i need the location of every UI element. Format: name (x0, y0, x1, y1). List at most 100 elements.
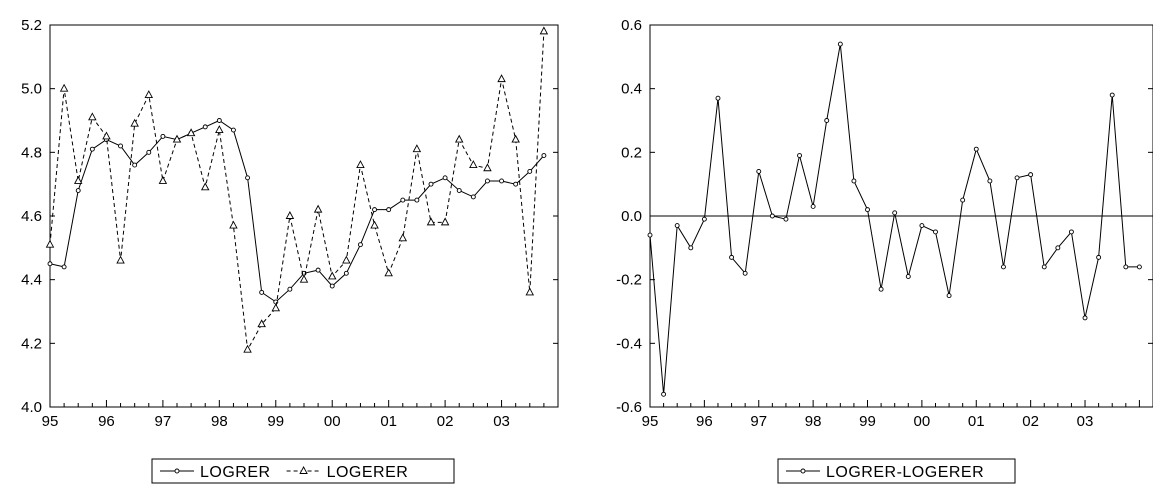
data-point (327, 271, 337, 280)
data-point (1123, 264, 1129, 270)
data-point (1096, 254, 1102, 260)
data-point (454, 134, 464, 143)
data-point (257, 319, 266, 328)
data-point (132, 162, 138, 168)
x-tick-label: 99 (859, 413, 876, 430)
series-line (649, 44, 1140, 395)
data-point (412, 144, 422, 153)
y-tick-label: 0.2 (621, 144, 642, 161)
data-point (892, 210, 898, 216)
data-point (216, 118, 222, 123)
data-point (1041, 264, 1047, 270)
data-point (386, 207, 392, 213)
x-tick-label: 96 (98, 413, 115, 430)
data-point (469, 160, 478, 169)
data-point (539, 26, 549, 35)
data-point (144, 90, 154, 98)
data-point (88, 112, 97, 121)
plot-frame (49, 24, 559, 408)
y-tick-label: 0.6 (621, 17, 642, 34)
chart-2: -0.6 -0.4 -0.2 0.0 0.2 0.4 0.6 95 96 97 98 99 00 01 02… (616, 17, 1153, 484)
y-tick-label: 5.0 (21, 81, 42, 98)
data-point (116, 255, 125, 264)
data-point (313, 204, 323, 213)
data-point (513, 181, 519, 187)
data-point (484, 178, 490, 184)
data-point (160, 133, 166, 139)
data-point (215, 125, 224, 134)
data-point (783, 216, 789, 222)
data-point (1014, 175, 1020, 181)
data-point (456, 188, 462, 193)
data-point (497, 74, 506, 83)
x-tick-label: 97 (155, 413, 172, 430)
data-point (701, 216, 707, 222)
data-point (400, 197, 406, 203)
y-tick-label: 4.6 (21, 208, 42, 225)
x-tick-label: 02 (1022, 413, 1039, 430)
data-point (1001, 264, 1006, 270)
y-tick-label: 5.2 (21, 17, 42, 34)
data-point (933, 229, 938, 235)
legend-label: LOGRER (200, 464, 271, 481)
data-point (414, 197, 420, 203)
series-line (49, 31, 545, 352)
data-point (499, 178, 505, 184)
data-point (102, 131, 111, 140)
data-point (905, 274, 911, 279)
data-point (1109, 92, 1115, 98)
y-tick-label: -0.4 (616, 335, 642, 352)
data-point (271, 303, 281, 312)
data-point (243, 344, 252, 353)
data-point (130, 118, 139, 127)
data-point (483, 163, 492, 172)
chart-1: 4.0 4.2 4.4 4.6 4.8 5.0 5.2 95 96 97 98 99 00 01 02 03 L… (21, 17, 559, 484)
y-tick-label: 0.4 (621, 81, 642, 98)
x-tick-label: 00 (914, 413, 931, 430)
x-tick-label: 00 (324, 413, 341, 430)
x-tick-label: 95 (42, 413, 59, 430)
data-point (1028, 172, 1034, 178)
data-point (186, 128, 196, 137)
data-point (172, 134, 182, 143)
data-point (797, 153, 802, 158)
x-tick-label: 98 (805, 413, 822, 430)
data-point (769, 213, 775, 219)
y-tick-label: -0.6 (616, 399, 642, 416)
data-point (118, 143, 124, 149)
x-tick-label: 02 (437, 413, 454, 430)
data-point (960, 197, 966, 203)
data-point (919, 223, 925, 229)
data-point (45, 239, 55, 248)
x-tick-label: 96 (696, 413, 713, 430)
data-point (229, 220, 238, 229)
data-point (756, 168, 762, 174)
data-point (810, 203, 816, 209)
data-point (259, 289, 265, 295)
data-point (200, 182, 210, 191)
data-point (59, 83, 69, 92)
data-point (342, 255, 351, 264)
data-point (343, 270, 349, 276)
data-point (865, 207, 870, 213)
data-point (287, 286, 293, 292)
data-point (987, 178, 993, 184)
data-point (647, 232, 653, 238)
data-point (1136, 264, 1142, 270)
legend-label: LOGERER (327, 464, 409, 481)
data-point (285, 211, 295, 219)
data-point (742, 270, 748, 276)
data-point (525, 287, 535, 296)
data-point (715, 95, 721, 101)
data-point (470, 194, 476, 200)
x-tick-label: 03 (493, 413, 510, 430)
y-tick-label: 0.0 (621, 208, 642, 225)
data-point (75, 188, 81, 193)
data-point (245, 175, 251, 181)
data-point (973, 146, 979, 152)
data-point (398, 233, 408, 242)
data-point (370, 220, 379, 229)
y-tick-label: 4.2 (21, 335, 42, 352)
x-tick-label: 03 (1077, 413, 1094, 430)
